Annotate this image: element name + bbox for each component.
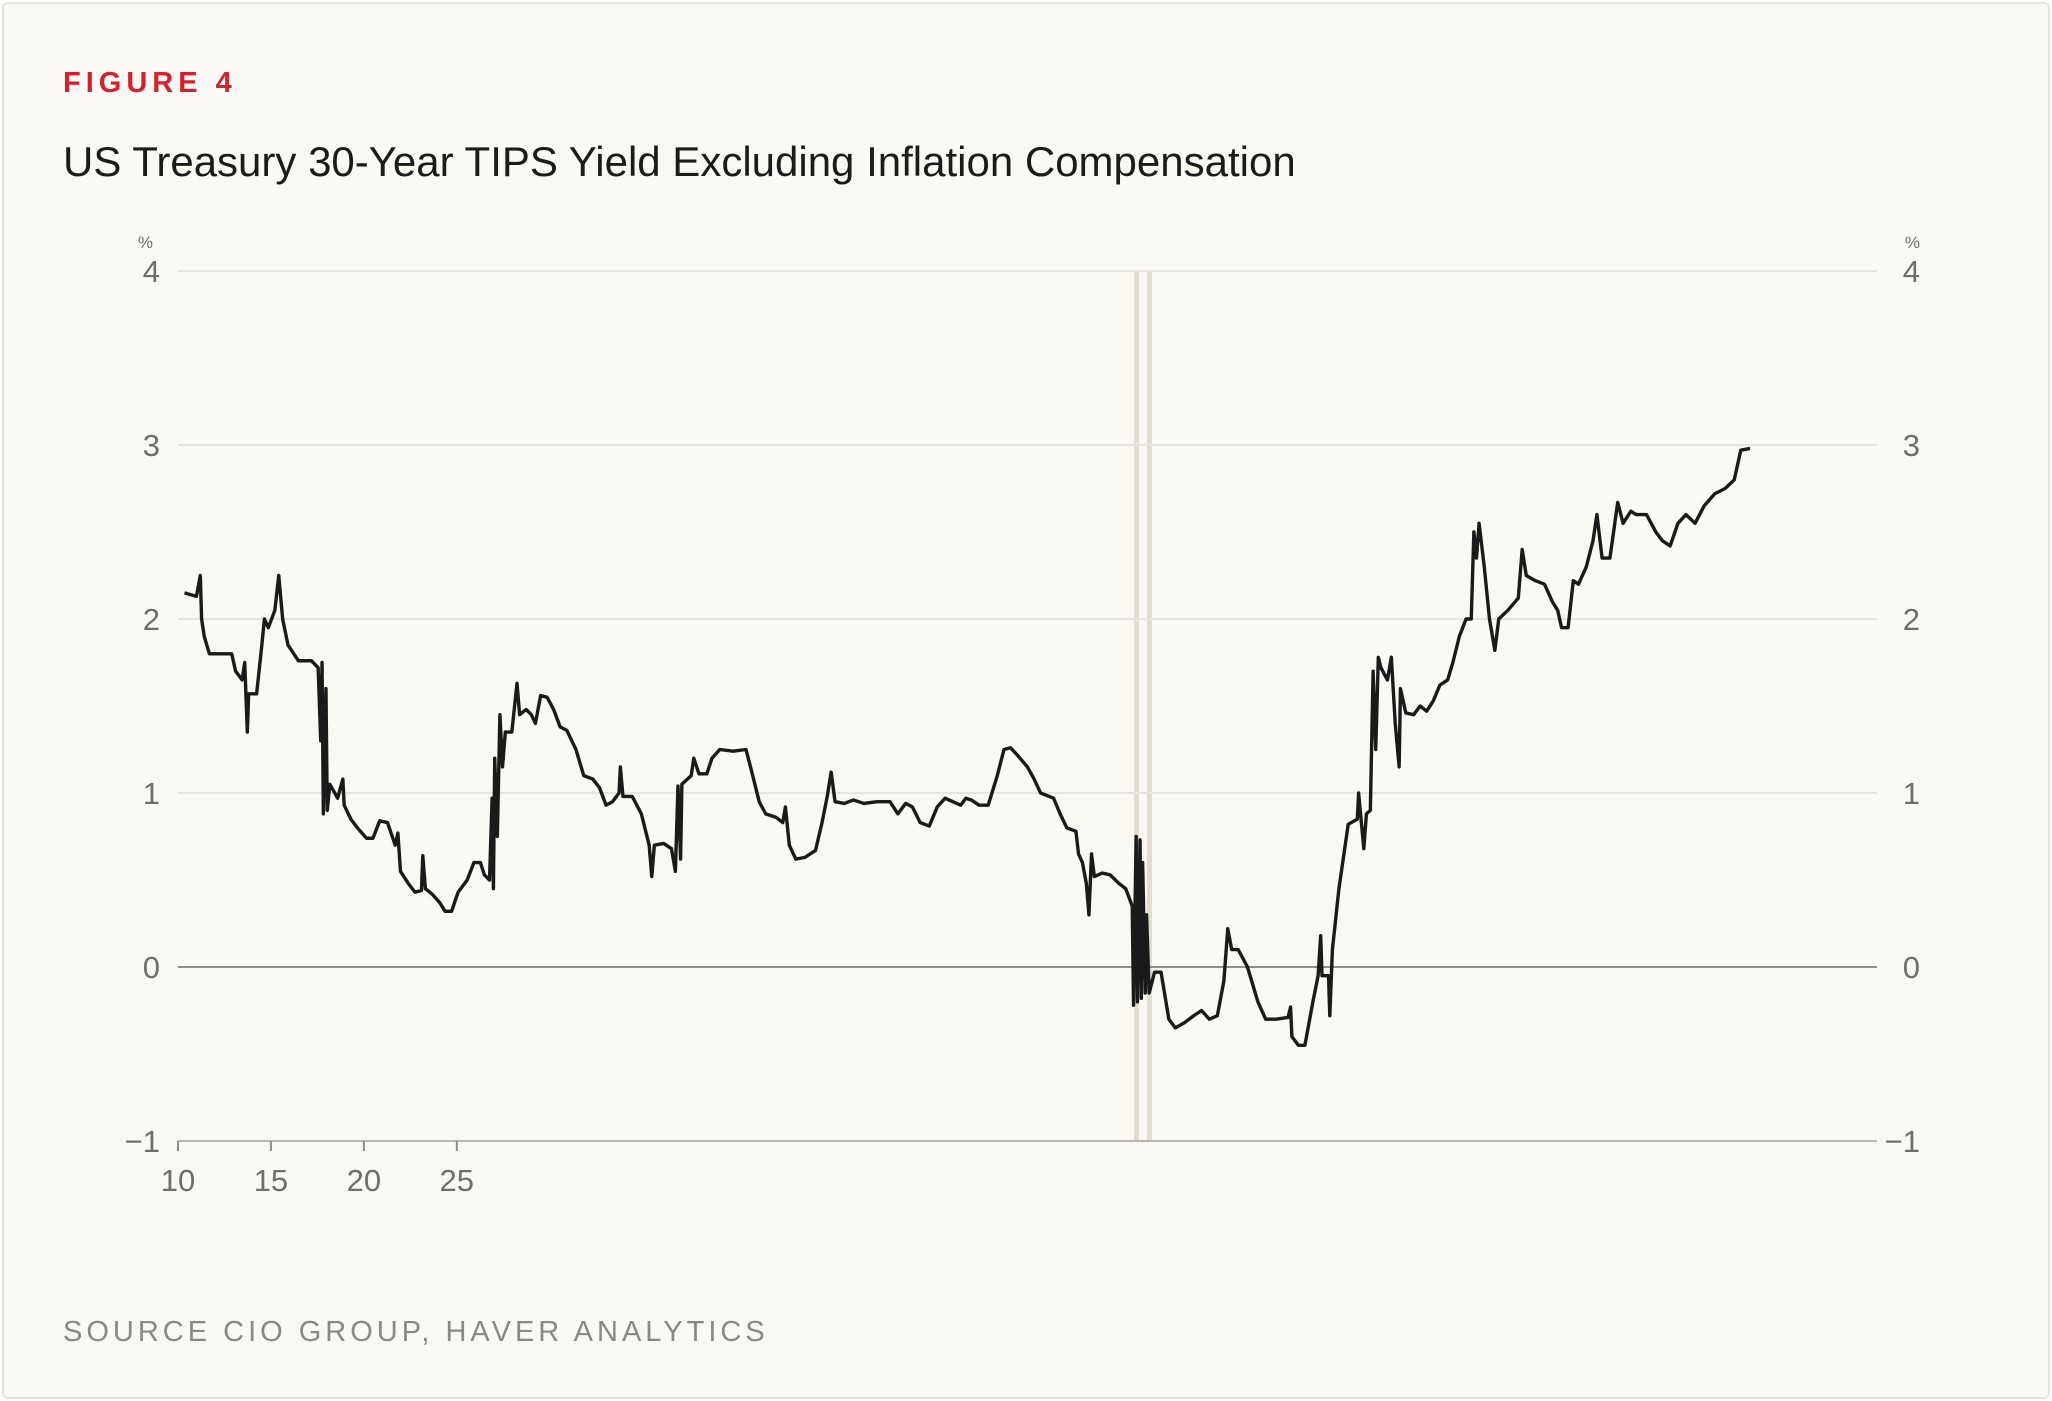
figure-label: FIGURE 4 xyxy=(63,67,237,99)
x-tick-label: 15 xyxy=(254,1163,288,1198)
x-tick-label: 25 xyxy=(440,1163,474,1198)
y-tick-label: 2 xyxy=(143,602,160,637)
data-line xyxy=(184,446,1751,1047)
chart-title: US Treasury 30-Year TIPS Yield Excluding… xyxy=(63,138,1296,185)
y2-tick-label: −1 xyxy=(1885,1124,1920,1159)
y2-tick-label: 2 xyxy=(1903,602,1920,637)
source-note: SOURCE CIO GROUP, HAVER ANALYTICS xyxy=(63,1316,769,1348)
x-tick-label: 10 xyxy=(161,1163,195,1198)
y-unit: % xyxy=(138,233,153,252)
y2-tick-label: 1 xyxy=(1903,776,1920,811)
y-tick-label: −1 xyxy=(125,1124,160,1159)
y2-tick-label: 3 xyxy=(1903,428,1920,463)
y-tick-label: 0 xyxy=(143,950,160,985)
y2-tick-label: 0 xyxy=(1903,950,1920,985)
y-unit-right: % xyxy=(1905,233,1920,252)
shaded-band xyxy=(1134,271,1139,1141)
shaded-band xyxy=(1147,271,1152,1141)
x-tick-label: 20 xyxy=(347,1163,381,1198)
y2-tick-label: 4 xyxy=(1903,254,1920,289)
y-tick-label: 3 xyxy=(143,428,160,463)
y-tick-label: 4 xyxy=(143,254,160,289)
y-tick-label: 1 xyxy=(143,776,160,811)
